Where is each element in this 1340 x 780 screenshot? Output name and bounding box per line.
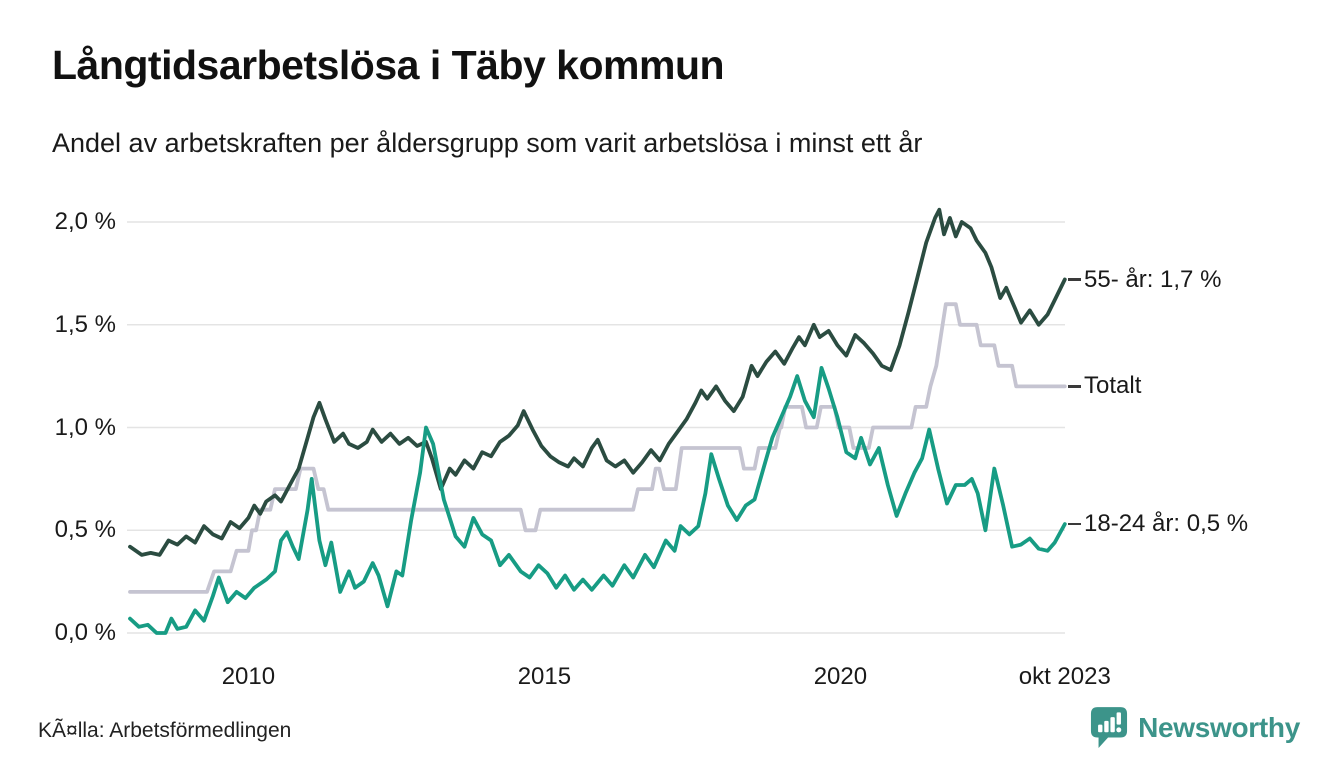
brand-logo: Newsworthy	[1090, 706, 1300, 750]
x-axis-tick-label: 2010	[221, 663, 276, 690]
y-axis-tick-label: 0,0 %	[54, 619, 116, 646]
y-axis-tick-label: 2,0 %	[54, 208, 116, 235]
x-axis-tick-label: okt 2023	[1018, 663, 1111, 690]
x-axis-tick-label: 2020	[813, 663, 868, 690]
series-end-label-total: Totalt	[1068, 370, 1141, 402]
end-label-text: 18-24 år: 0,5 %	[1084, 510, 1249, 538]
x-axis-tick-label: 2015	[517, 663, 572, 690]
y-axis-tick-label: 1,0 %	[54, 413, 116, 441]
y-axis-tick-label: 0,5 %	[54, 516, 116, 544]
end-label-text: Totalt	[1084, 372, 1142, 400]
page-title: Långtidsarbetslösa i Täby kommun	[52, 42, 725, 88]
series-end-label-55: 55- år: 1,7 %	[1068, 264, 1221, 296]
end-label-tick	[1068, 385, 1081, 388]
end-label-tick	[1068, 278, 1081, 281]
newsworthy-speech-bubble-chart-icon	[1090, 706, 1128, 750]
series-end-label-18-24: 18-24 år: 0,5 %	[1068, 508, 1248, 540]
series-line-18-24	[128, 366, 1067, 635]
y-axis: 2,0 % 1,5 % 1,0 % 0,5 % 0,0 %	[0, 0, 116, 780]
series-end-labels: Totalt 55- år: 1,7 % 18-24 år: 0,5 %	[1068, 0, 1338, 780]
source-credit: KÃ¤lla: Arbetsförmedlingen	[38, 719, 292, 742]
y-axis-tick-label: 1,5 %	[54, 310, 116, 338]
end-label-text: 55- år: 1,7 %	[1084, 265, 1222, 293]
brand-name: Newsworthy	[1138, 712, 1300, 743]
end-label-tick	[1068, 522, 1081, 526]
series-line-total	[128, 302, 1067, 594]
page-subtitle: Andel av arbetskraften per åldersgrupp s…	[52, 128, 923, 158]
series-line-55	[128, 207, 1067, 557]
